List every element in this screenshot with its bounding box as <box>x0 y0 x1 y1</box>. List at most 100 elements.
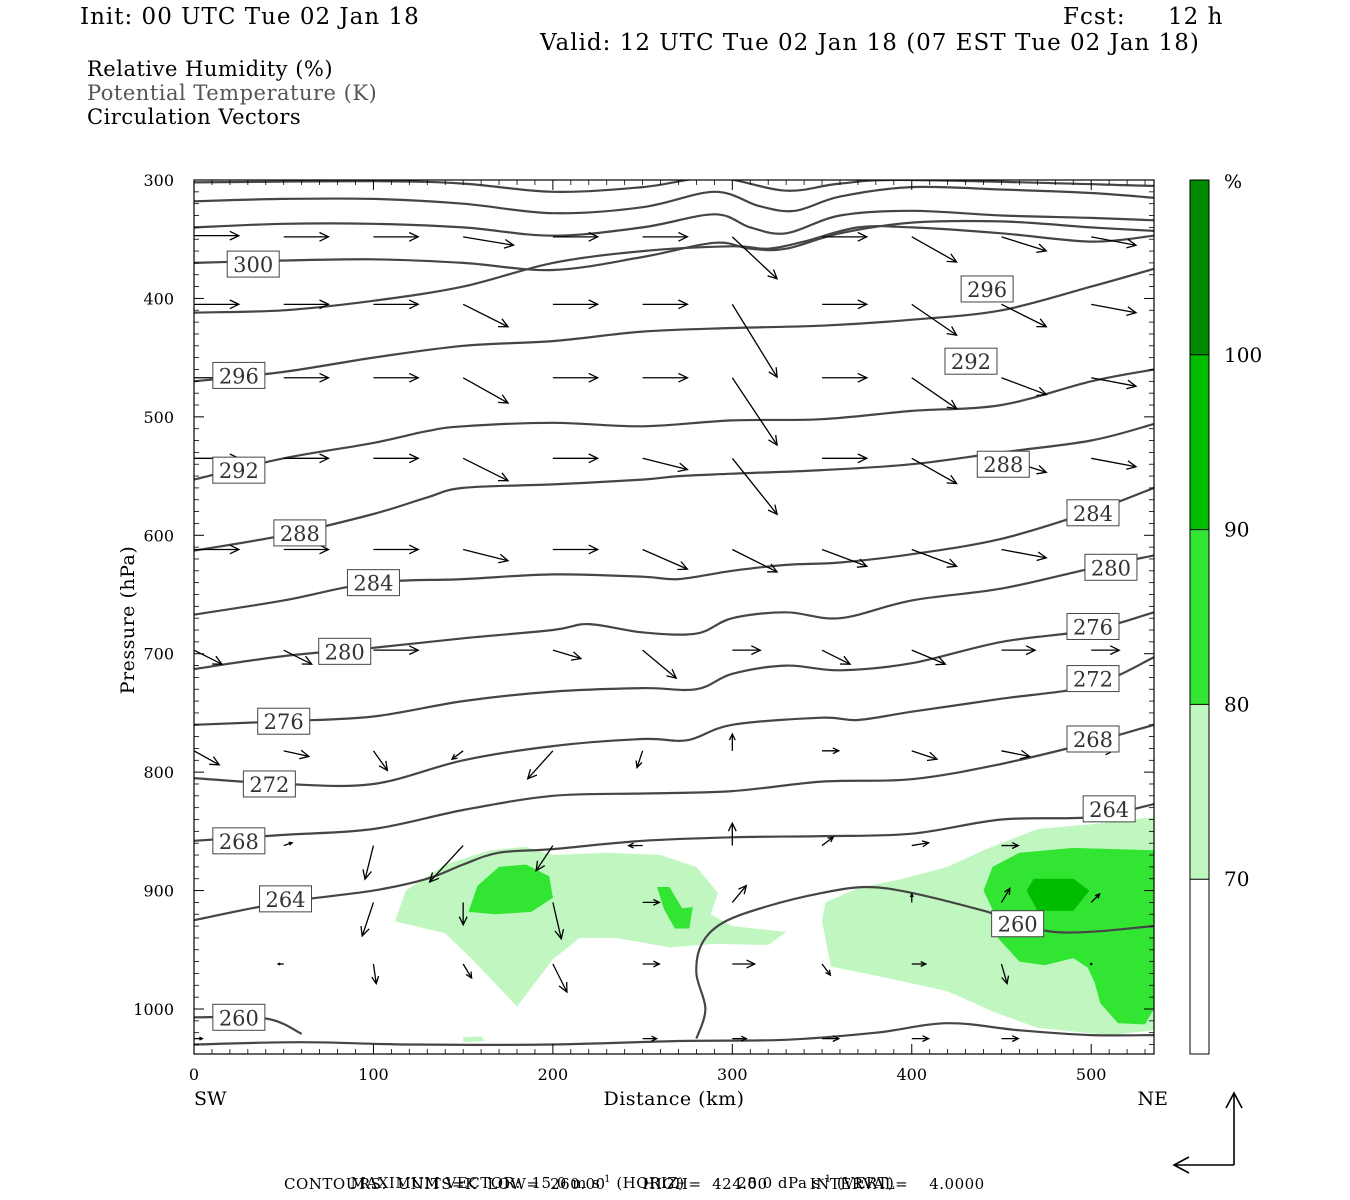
vector-shaft <box>1001 750 1030 758</box>
vector-head <box>1094 892 1101 899</box>
theta-label-box <box>257 707 311 735</box>
theta-contour-260 <box>194 1015 303 1035</box>
vector-shaft <box>429 845 464 883</box>
vector-head <box>360 926 370 938</box>
vector-head <box>1126 379 1138 390</box>
vector-shaft <box>821 649 851 665</box>
theta-label-text: 280 <box>1091 556 1131 580</box>
vector-head <box>558 981 568 994</box>
circulation-vector <box>731 377 778 447</box>
circulation-vector <box>1091 645 1121 656</box>
theta-label-box <box>259 885 313 913</box>
x-axis-title: Distance (km) <box>603 1088 744 1110</box>
circulation-vector <box>463 236 516 249</box>
vector-shaft <box>552 649 582 660</box>
horiz-max: 15.0 m s <box>531 1174 601 1192</box>
circulation-vector <box>642 372 689 383</box>
theta-label: 292 <box>944 347 998 375</box>
circulation-vector <box>450 750 464 761</box>
rh-region-80-90 <box>468 864 553 915</box>
theta-contour-268 <box>194 723 1154 842</box>
vector-head <box>857 372 869 383</box>
vector-head <box>832 1035 841 1043</box>
theta-label-box <box>1066 499 1120 527</box>
vector-head <box>319 453 330 464</box>
y-tick-label: 300 <box>143 171 174 190</box>
circulation-vector <box>552 963 568 994</box>
circulation-vector <box>822 1035 841 1043</box>
vector-head <box>677 462 689 473</box>
vector-head <box>1001 975 1010 986</box>
circulation-vector <box>1001 842 1020 850</box>
vector-head <box>1011 842 1020 850</box>
vector-shaft <box>642 457 688 471</box>
circulation-vector <box>283 649 314 665</box>
vector-head <box>588 372 600 383</box>
circulation-vector <box>194 230 241 241</box>
circulation-vector <box>821 649 852 665</box>
theta-label-text: 296 <box>967 278 1007 302</box>
theta-label-text: 276 <box>1073 615 1113 639</box>
circulation-vector <box>1091 457 1138 470</box>
vector-head <box>371 975 380 986</box>
vector-head <box>526 769 538 780</box>
theta-contour-296 <box>194 267 1154 383</box>
vector-head <box>408 453 420 464</box>
vector-shaft <box>1000 963 1008 984</box>
vector-head <box>768 435 778 447</box>
circulation-vector <box>911 840 931 848</box>
y-tick-label: 500 <box>143 408 174 427</box>
axes-layer: 300 400 500 600 700 800 900 1000 0 100 200 300 400 50… <box>133 171 1154 1084</box>
vector-head <box>497 472 510 482</box>
rh-region-70-80 <box>463 1036 485 1043</box>
vector-shaft <box>283 649 313 665</box>
theta-label: 296 <box>212 361 266 389</box>
vector-shaft <box>462 963 473 979</box>
vector-head <box>653 960 661 968</box>
vector-shaft <box>642 548 688 570</box>
y-tick-label: 700 <box>143 645 174 664</box>
circulation-vector <box>909 892 914 903</box>
vector-head <box>588 299 600 310</box>
vector-head <box>627 842 634 849</box>
max-vector-line: MAXIMUM VECTOR: 15.0 m s-1 (HORIZ) 28.0 … <box>350 1174 895 1192</box>
circulation-vector <box>462 303 510 328</box>
vector-head <box>299 749 311 760</box>
vector-head <box>746 959 757 969</box>
vector-head <box>651 1035 659 1042</box>
theta-label-text: 268 <box>1073 728 1113 752</box>
circulation-vector <box>372 750 389 772</box>
circulation-vector <box>371 963 380 986</box>
circulation-vector <box>463 548 510 564</box>
vector-head <box>498 553 510 564</box>
theta-label: 268 <box>1066 725 1120 753</box>
vector-head <box>1109 645 1121 656</box>
circulation-vector <box>276 962 284 966</box>
vector-head <box>946 474 958 485</box>
vector-shaft <box>911 649 946 665</box>
vector-head <box>554 928 565 941</box>
rh-region-70-80 <box>395 846 787 1007</box>
humidity-fill-layer <box>395 817 1154 1043</box>
x-tick-label: 100 <box>358 1065 389 1084</box>
valid-time: Valid: 12 UTC Tue 02 Jan 18 (07 EST Tue … <box>540 30 1200 56</box>
colorbar-segment <box>1190 354 1209 530</box>
vector-shaft <box>821 836 834 847</box>
vector-head <box>857 453 869 464</box>
vector-shaft <box>731 377 778 446</box>
theta-contour-316 <box>194 180 1154 193</box>
circulation-vector <box>1000 963 1010 986</box>
circulation-vector <box>911 649 947 666</box>
circulation-vector <box>1000 887 1011 903</box>
vector-shaft <box>194 649 223 665</box>
vector-head <box>1126 306 1138 317</box>
forecast-hour: 12 h <box>1168 4 1224 30</box>
theta-label-box <box>212 361 266 389</box>
vector-head <box>926 751 939 762</box>
y-tick-label: 600 <box>143 526 174 545</box>
rh-region-80-90 <box>657 887 693 929</box>
theta-label-box <box>960 275 1014 303</box>
circulation-vector-layer <box>194 230 1138 1043</box>
theta-label: 276 <box>257 707 311 735</box>
y-tick-label: 800 <box>143 763 174 782</box>
